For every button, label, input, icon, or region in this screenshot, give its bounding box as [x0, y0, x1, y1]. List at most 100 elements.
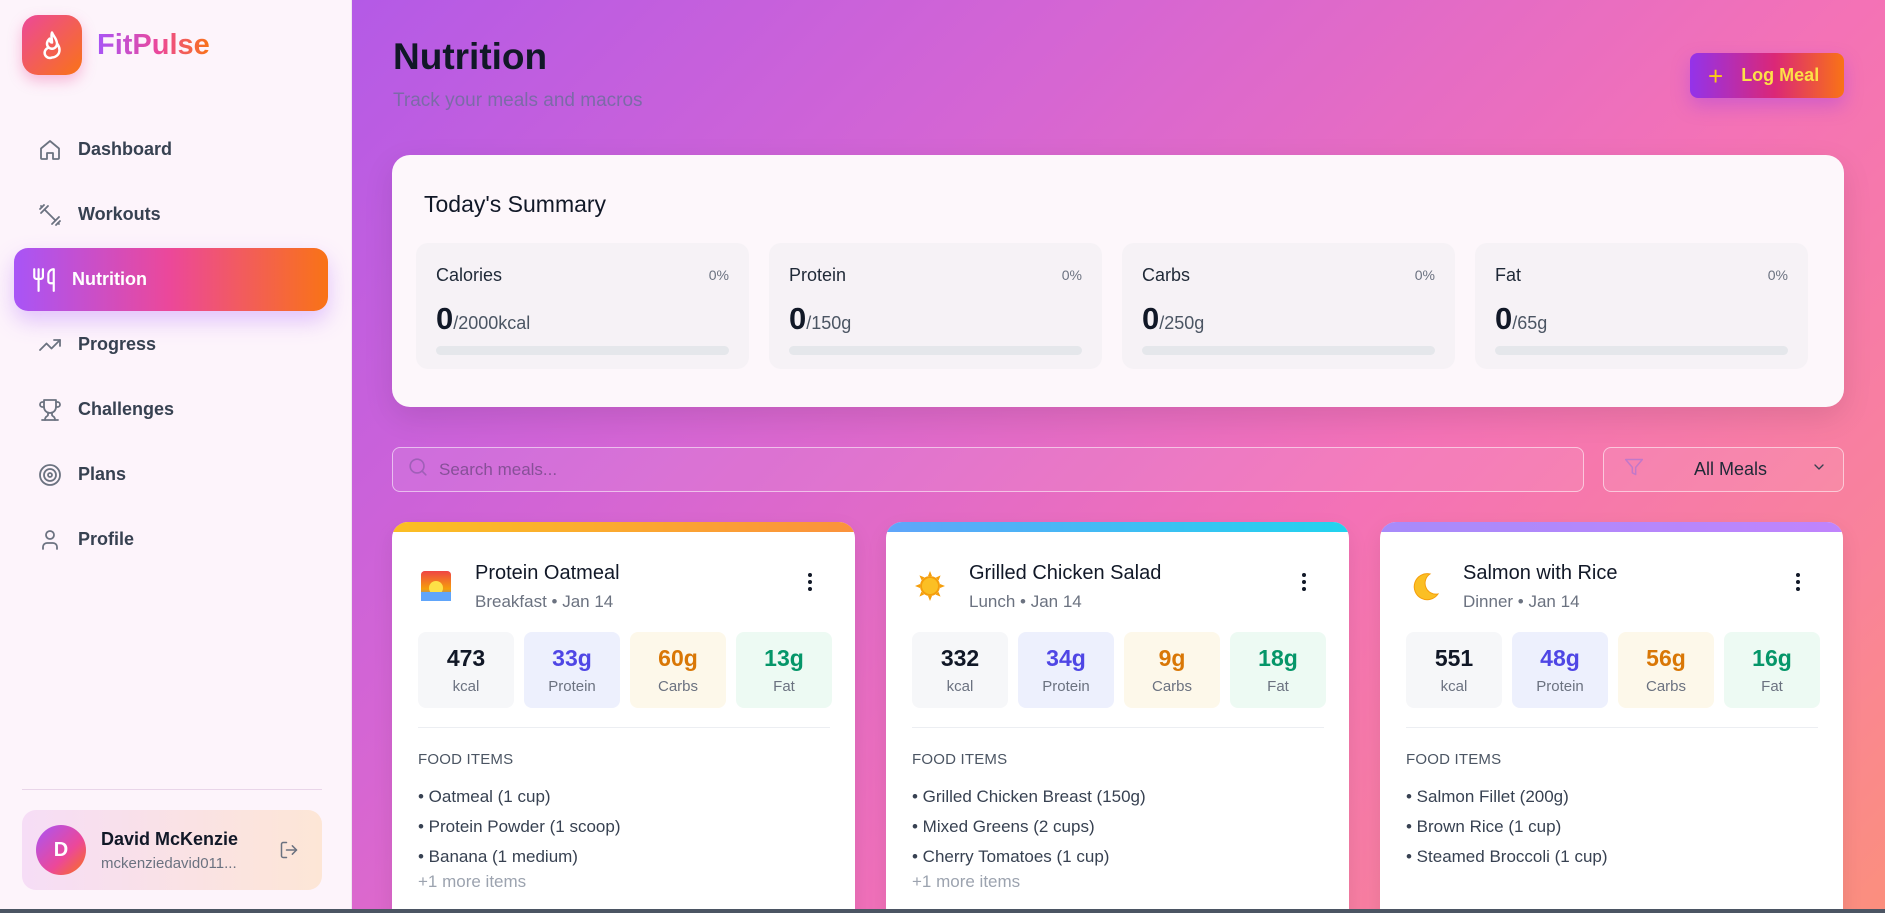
user-icon	[36, 526, 64, 554]
user-name: David McKenzie	[101, 828, 239, 849]
macro-progress-bar	[1142, 346, 1435, 355]
meal-card-accent	[1380, 522, 1843, 532]
sidebar-divider	[22, 789, 322, 790]
chevron-down-icon	[1811, 459, 1827, 480]
macro-current: 0	[436, 301, 454, 336]
stat-value: 18g	[1258, 645, 1298, 671]
meal-stats: 473 kcal 33g Protein 60g Carbs 13g Fat	[418, 632, 832, 708]
stat-value: 9g	[1158, 645, 1186, 671]
macro-name: Calories	[436, 265, 503, 285]
sidebar-item-nutrition[interactable]: Nutrition	[14, 248, 328, 311]
stat-label: Carbs	[657, 678, 698, 695]
stat-kcal: 473 kcal	[418, 632, 514, 708]
brand-name: FitPulse	[97, 28, 210, 61]
stat-value: 48g	[1540, 645, 1580, 671]
stat-label: kcal	[1440, 678, 1468, 695]
stat-label: Protein	[1042, 678, 1090, 695]
stat-kcal: 332 kcal	[912, 632, 1008, 708]
meal-meta: Breakfast • Jan 14	[475, 592, 614, 611]
meal-title: Grilled Chicken Salad	[969, 562, 1162, 584]
meal-cards: Protein Oatmeal Breakfast • Jan 14 473 kc…	[392, 522, 1843, 913]
stat-carbs: 9g Carbs	[1124, 632, 1220, 708]
macro-name: Fat	[1495, 265, 1522, 285]
stat-protein: 33g Protein	[524, 632, 620, 708]
avatar: D	[36, 825, 86, 875]
page-title: Nutrition	[393, 36, 548, 77]
sidebar-item-label: Dashboard	[78, 139, 173, 159]
food-item: • Banana (1 medium)	[418, 847, 578, 866]
more-vertical-icon[interactable]	[1793, 567, 1803, 597]
filter-selected-value: All Meals	[1694, 459, 1768, 479]
main-content: Nutrition Track your meals and macros + …	[352, 0, 1885, 913]
card-divider	[912, 727, 1324, 728]
food-items-label: FOOD ITEMS	[912, 751, 1008, 768]
log-meal-button[interactable]: + Log Meal	[1690, 53, 1844, 98]
sidebar-item-profile[interactable]: Profile	[14, 508, 328, 571]
stat-value: 60g	[658, 645, 698, 671]
sidebar-item-progress[interactable]: Progress	[14, 313, 328, 376]
stat-label: kcal	[946, 678, 974, 695]
food-item: • Brown Rice (1 cup)	[1406, 817, 1562, 836]
stat-label: Fat	[1761, 678, 1783, 695]
macro-current: 0	[1142, 301, 1160, 336]
macro-progress-bar	[1495, 346, 1788, 355]
card-divider	[1406, 727, 1818, 728]
sidebar-item-dashboard[interactable]: Dashboard	[14, 118, 328, 181]
sidebar-item-label: Challenges	[78, 399, 175, 419]
search-box	[392, 447, 1584, 492]
window-bottom-edge	[0, 909, 1885, 913]
sidebar-item-plans[interactable]: Plans	[14, 443, 328, 506]
food-item: • Steamed Broccoli (1 cup)	[1406, 847, 1608, 866]
meal-meta: Lunch • Jan 14	[969, 592, 1082, 611]
food-item: • Protein Powder (1 scoop)	[418, 817, 621, 836]
more-items-link[interactable]: +1 more items	[912, 872, 1021, 891]
stat-label: Fat	[773, 678, 795, 695]
food-items-list: • Salmon Fillet (200g) • Brown Rice (1 c…	[1406, 782, 1608, 872]
macro-percent: 0%	[708, 267, 729, 283]
brand[interactable]: FitPulse	[22, 15, 210, 75]
plus-icon: +	[1708, 60, 1724, 91]
card-divider	[418, 727, 830, 728]
meal-card[interactable]: Protein Oatmeal Breakfast • Jan 14 473 kc…	[392, 522, 855, 913]
user-card[interactable]: D David McKenzie mckenziedavid011...	[22, 810, 322, 890]
macro-value: 0/150g	[789, 301, 851, 337]
stat-value: 551	[1434, 645, 1474, 671]
more-vertical-icon[interactable]	[805, 567, 815, 597]
search-input[interactable]	[439, 459, 1539, 480]
more-items-link[interactable]: +1 more items	[418, 872, 527, 891]
stat-kcal: 551 kcal	[1406, 632, 1502, 708]
sidebar-item-label: Plans	[78, 464, 127, 484]
food-item: • Grilled Chicken Breast (150g)	[912, 787, 1146, 806]
page-subtitle: Track your meals and macros	[393, 90, 643, 111]
logout-icon[interactable]	[276, 837, 302, 863]
moon-icon	[1408, 570, 1440, 602]
meal-card[interactable]: Salmon with Rice Dinner • Jan 14 551 kcal…	[1380, 522, 1843, 913]
food-items-list: • Grilled Chicken Breast (150g) • Mixed …	[912, 782, 1146, 872]
stat-value: 332	[940, 645, 980, 671]
macro-goal: /150g	[806, 313, 852, 333]
sidebar-item-challenges[interactable]: Challenges	[14, 378, 328, 441]
todays-summary-card: Today's Summary Calories 0% 0/2000kcal P…	[392, 155, 1844, 407]
target-icon	[36, 461, 64, 489]
macro-protein: Protein 0% 0/150g	[769, 243, 1102, 369]
sidebar-nav: Dashboard Workouts Nutrition Progress Ch…	[14, 118, 328, 573]
stat-fat: 13g Fat	[736, 632, 832, 708]
macro-current: 0	[1495, 301, 1513, 336]
stat-protein: 34g Protein	[1018, 632, 1114, 708]
macro-percent: 0%	[1767, 267, 1788, 283]
macro-carbs: Carbs 0% 0/250g	[1122, 243, 1455, 369]
sunrise-icon	[420, 570, 452, 602]
more-vertical-icon[interactable]	[1299, 567, 1309, 597]
utensils-icon	[30, 266, 58, 294]
sidebar-item-workouts[interactable]: Workouts	[14, 183, 328, 246]
meal-stats: 551 kcal 48g Protein 56g Carbs 16g Fat	[1406, 632, 1820, 708]
macro-row: Calories 0% 0/2000kcal Protein 0% 0/150g…	[416, 243, 1808, 369]
food-items-label: FOOD ITEMS	[1406, 751, 1502, 768]
meal-card[interactable]: Grilled Chicken Salad Lunch • Jan 14 332…	[886, 522, 1349, 913]
macro-percent: 0%	[1061, 267, 1082, 283]
macro-progress-bar	[436, 346, 729, 355]
meal-title: Salmon with Rice	[1463, 562, 1618, 584]
meal-filter-select[interactable]: All Meals	[1603, 447, 1844, 492]
meal-card-accent	[392, 522, 855, 532]
stat-label: Carbs	[1645, 678, 1686, 695]
